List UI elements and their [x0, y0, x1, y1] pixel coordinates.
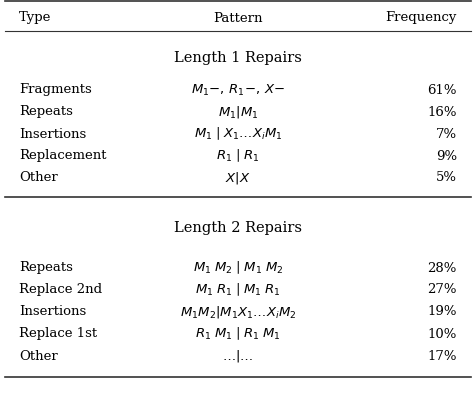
Text: Length 1 Repairs: Length 1 Repairs — [174, 51, 302, 65]
Text: Insertions: Insertions — [19, 305, 86, 318]
Text: Pattern: Pattern — [213, 12, 263, 24]
Text: Type: Type — [19, 12, 51, 24]
Text: $X|X$: $X|X$ — [225, 170, 251, 185]
Text: Replace 2nd: Replace 2nd — [19, 283, 102, 296]
Text: 9%: 9% — [436, 149, 457, 162]
Text: $\ldots|\ldots$: $\ldots|\ldots$ — [222, 347, 254, 363]
Text: $M_1{-},\,R_1{-},\,X{-}$: $M_1{-},\,R_1{-},\,X{-}$ — [191, 82, 285, 97]
Text: Fragments: Fragments — [19, 83, 92, 96]
Text: $R_1\;M_1 \mid R_1\;M_1$: $R_1\;M_1 \mid R_1\;M_1$ — [195, 325, 281, 342]
Text: Replace 1st: Replace 1st — [19, 327, 97, 339]
Text: $M_1|M_1$: $M_1|M_1$ — [218, 104, 258, 120]
Text: Other: Other — [19, 171, 58, 184]
Text: $M_1\;M_2 \mid M_1\;M_2$: $M_1\;M_2 \mid M_1\;M_2$ — [193, 259, 283, 275]
Text: $R_1 \mid R_1$: $R_1 \mid R_1$ — [216, 147, 260, 164]
Text: 28%: 28% — [427, 261, 457, 274]
Text: Repeats: Repeats — [19, 105, 73, 118]
Text: Length 2 Repairs: Length 2 Repairs — [174, 221, 302, 235]
Text: $M_1\;R_1 \mid M_1\;R_1$: $M_1\;R_1 \mid M_1\;R_1$ — [195, 281, 281, 298]
Text: Other: Other — [19, 349, 58, 362]
Text: Replacement: Replacement — [19, 149, 107, 162]
Text: 19%: 19% — [427, 305, 457, 318]
Text: Insertions: Insertions — [19, 127, 86, 140]
Text: 10%: 10% — [427, 327, 457, 339]
Text: Repeats: Repeats — [19, 261, 73, 274]
Text: 5%: 5% — [436, 171, 457, 184]
Text: $M_1 \mid X_1\ldots X_i M_1$: $M_1 \mid X_1\ldots X_i M_1$ — [194, 126, 282, 142]
Text: 16%: 16% — [427, 105, 457, 118]
Text: 27%: 27% — [427, 283, 457, 296]
Text: 61%: 61% — [427, 83, 457, 96]
Text: Frequency: Frequency — [386, 12, 457, 24]
Text: $M_1 M_2|M_1 X_1\ldots X_i M_2$: $M_1 M_2|M_1 X_1\ldots X_i M_2$ — [180, 303, 296, 319]
Text: 17%: 17% — [427, 349, 457, 362]
Text: 7%: 7% — [436, 127, 457, 140]
